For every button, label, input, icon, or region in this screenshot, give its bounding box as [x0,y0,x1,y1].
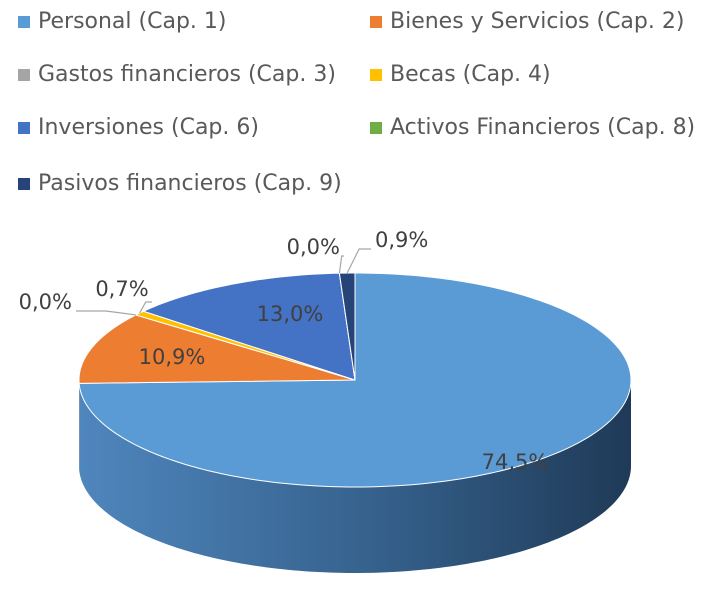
legend-swatch [18,178,30,190]
data-label: 0,0% [287,235,340,259]
legend-label: Activos Financieros (Cap. 8) [390,115,695,140]
data-label: 74,5% [482,450,549,474]
legend-label: Becas (Cap. 4) [390,62,551,87]
legend-swatch [370,122,382,134]
pie-slice [78,314,356,384]
data-label: 0,7% [95,277,148,301]
leader-line [346,248,371,274]
legend-swatch [18,122,30,134]
leader-line [76,310,136,316]
data-label: 0,0% [19,290,72,314]
legend-label: Inversiones (Cap. 6) [38,115,259,140]
legend-swatch [18,69,30,81]
legend-swatch [18,16,30,28]
data-label: 0,9% [375,228,428,252]
legend-label: Gastos financieros (Cap. 3) [38,62,336,87]
data-label: 13,0% [257,302,324,326]
legend-swatch [370,69,382,81]
pie-side [79,380,631,573]
legend-swatch [370,16,382,28]
pie-slice [142,272,356,381]
legend-label: Pasivos financieros (Cap. 9) [38,171,342,196]
leader-line [139,301,152,314]
data-label: 10,9% [139,345,206,369]
leader-line [338,255,344,274]
legend-label: Bienes y Servicios (Cap. 2) [390,9,684,34]
pie-slice [338,272,356,381]
legend-label: Personal (Cap. 1) [38,9,226,34]
